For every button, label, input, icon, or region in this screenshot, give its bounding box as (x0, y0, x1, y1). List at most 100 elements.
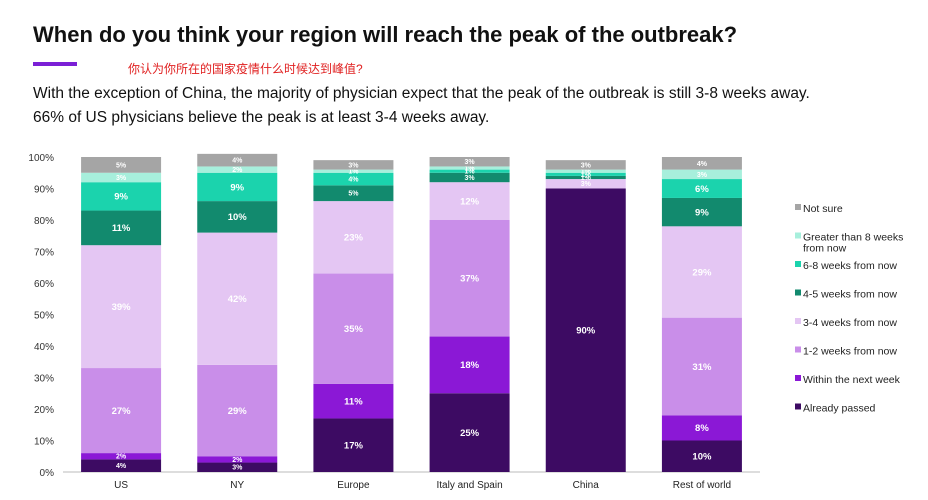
y-tick-label: 10% (34, 437, 54, 448)
bar-segment-4-5-weeks-from-now (81, 210, 162, 246)
legend-swatch-1-2-weeks-from-now (795, 346, 801, 353)
bar-segment-3-4-weeks-from-now (661, 226, 742, 318)
data-label: 2% (232, 457, 243, 464)
data-label: 9% (695, 207, 709, 218)
data-label: 23% (344, 233, 364, 244)
data-label: 3% (697, 172, 708, 179)
bar-segment-within-the-next-week (81, 453, 162, 460)
data-label: 10% (228, 212, 248, 223)
x-tick-label: NY (230, 480, 244, 491)
data-label: 3% (465, 175, 476, 182)
bar-segment-not-sure (545, 160, 626, 170)
bar-segment-greater-than-8-weeks-from-now (661, 169, 742, 180)
y-tick-label: 60% (34, 279, 54, 290)
data-label: 35% (344, 324, 364, 335)
data-label: 4% (116, 463, 127, 470)
bar-segment-already-passed (81, 459, 162, 472)
legend-label: Within the next week (803, 374, 901, 386)
bar-segment-not-sure (661, 157, 742, 170)
y-tick-label: 0% (40, 468, 55, 479)
x-tick-label: Italy and Spain (436, 480, 502, 491)
bar-segment-3-4-weeks-from-now (545, 179, 626, 189)
bar-segment-within-the-next-week (313, 383, 394, 419)
legend-swatch-greater-than-8-weeks-from-now (795, 232, 801, 239)
y-tick-label: 80% (34, 216, 54, 227)
bar-segment-6-8-weeks-from-now (661, 179, 742, 198)
data-label: 3% (348, 162, 359, 169)
legend-swatch-6-8-weeks-from-now (795, 261, 801, 267)
data-label: 2% (116, 454, 127, 461)
legend-swatch-4-5-weeks-from-now (795, 289, 801, 296)
bar-segment-4-5-weeks-from-now (313, 185, 394, 202)
bar-segment-3-4-weeks-from-now (429, 182, 510, 220)
bar-segment-greater-than-8-weeks-from-now (313, 169, 394, 173)
legend-label: 6-8 weeks from now (803, 260, 897, 272)
bar-segment-not-sure (313, 160, 394, 170)
data-label: 1% (581, 169, 592, 176)
data-label: 5% (116, 162, 127, 169)
bar-segment-greater-than-8-weeks-from-now (81, 172, 162, 183)
bar-segment-4-5-weeks-from-now (661, 197, 742, 227)
legend-swatch-within-the-next-week (795, 375, 801, 381)
bar-segment-1-2-weeks-from-now (81, 368, 162, 454)
legend-label: 1-2 weeks from now (803, 346, 897, 358)
bar-segment-not-sure (197, 153, 278, 167)
legend-label: Not sure (803, 203, 843, 215)
bar-segment-within-the-next-week (429, 336, 510, 394)
bar-segment-6-8-weeks-from-now (81, 182, 162, 211)
legend-label: Greater than 8 weeks (803, 232, 903, 244)
y-tick-label: 100% (28, 153, 54, 164)
description-line-1: With the exception of China, the majorit… (33, 85, 810, 102)
bar-segment-already-passed (429, 393, 510, 472)
bar-segment-not-sure (81, 157, 162, 173)
bar-segment-4-5-weeks-from-now (197, 201, 278, 233)
bar-segment-6-8-weeks-from-now (197, 172, 278, 202)
y-tick-label: 30% (34, 374, 54, 385)
data-label: 11% (344, 396, 363, 407)
data-label: 29% (228, 406, 248, 417)
data-label: 3% (581, 181, 592, 188)
x-tick-label: Europe (337, 480, 370, 491)
bar-segment-already-passed (197, 462, 278, 472)
legend-swatch-3-4-weeks-from-now (795, 318, 801, 324)
bar-segment-1-2-weeks-from-now (197, 364, 278, 457)
legend-label: Already passed (803, 403, 876, 415)
data-label: 5% (348, 191, 359, 198)
bar-segment-3-4-weeks-from-now (313, 201, 394, 274)
data-label: 25% (460, 428, 480, 439)
bar-segment-within-the-next-week (661, 415, 742, 441)
bar-segment-greater-than-8-weeks-from-now (429, 166, 510, 170)
legend-swatch-already-passed (795, 403, 801, 410)
description-line-2: 66% of US physicians believe the peak is… (33, 109, 490, 126)
x-tick-label: China (573, 480, 600, 491)
data-label: 3% (232, 465, 243, 472)
bar-segment-3-4-weeks-from-now (81, 245, 162, 369)
data-label: 4% (348, 177, 359, 184)
chinese-subtitle: 你认为你所在的国家疫情什么时候达到峰值? (128, 62, 363, 76)
bar-segment-within-the-next-week (197, 456, 278, 463)
data-label: 1% (465, 169, 476, 176)
data-label: 42% (228, 294, 248, 305)
data-label: 17% (344, 441, 364, 452)
y-tick-label: 90% (34, 185, 54, 196)
data-label: 3% (465, 159, 476, 166)
data-label: 1% (465, 165, 476, 172)
data-label: 11% (112, 223, 131, 234)
legend-label: 4-5 weeks from now (803, 289, 897, 301)
data-label: 4% (232, 158, 243, 165)
legend-label: 3-4 weeks from now (803, 317, 897, 329)
bar-segment-already-passed (313, 418, 394, 472)
bar-segment-greater-than-8-weeks-from-now (545, 169, 626, 173)
page-title: When do you think your region will reach… (33, 22, 738, 47)
y-tick-label: 50% (34, 311, 54, 322)
data-label: 90% (576, 326, 596, 337)
data-label: 12% (460, 196, 480, 207)
bar-segment-6-8-weeks-from-now (429, 169, 510, 173)
x-tick-label: US (114, 480, 128, 491)
data-label: 2% (232, 167, 243, 174)
x-tick-label: Rest of world (673, 480, 731, 491)
data-label: 18% (460, 360, 480, 371)
data-label: 39% (112, 302, 132, 313)
data-label: 4% (697, 161, 708, 168)
